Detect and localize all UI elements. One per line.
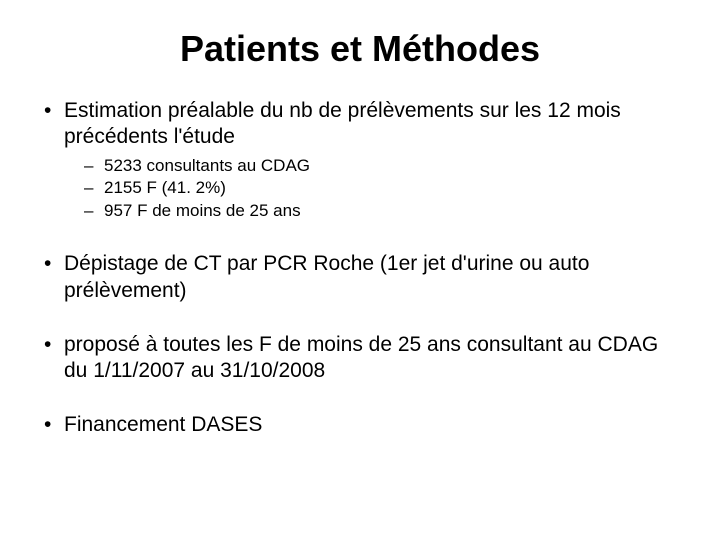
- sub-bullet-item: 2155 F (41. 2%): [84, 177, 680, 200]
- main-bullet-list: Estimation préalable du nb de prélèvemen…: [40, 98, 680, 439]
- bullet-item: Financement DASES: [40, 412, 680, 438]
- slide-title: Patients et Méthodes: [40, 28, 680, 70]
- sub-bullet-list: 5233 consultants au CDAG 2155 F (41. 2%)…: [64, 155, 680, 224]
- sub-bullet-text: 2155 F (41. 2%): [104, 178, 226, 197]
- bullet-item: Estimation préalable du nb de prélèvemen…: [40, 98, 680, 223]
- sub-bullet-item: 957 F de moins de 25 ans: [84, 200, 680, 223]
- bullet-text: Dépistage de CT par PCR Roche (1er jet d…: [64, 252, 589, 301]
- bullet-text: proposé à toutes les F de moins de 25 an…: [64, 333, 658, 382]
- sub-bullet-text: 957 F de moins de 25 ans: [104, 201, 301, 220]
- sub-bullet-text: 5233 consultants au CDAG: [104, 156, 310, 175]
- bullet-item: proposé à toutes les F de moins de 25 an…: [40, 332, 680, 385]
- sub-bullet-item: 5233 consultants au CDAG: [84, 155, 680, 178]
- bullet-text: Estimation préalable du nb de prélèvemen…: [64, 99, 621, 148]
- bullet-text: Financement DASES: [64, 413, 262, 436]
- bullet-item: Dépistage de CT par PCR Roche (1er jet d…: [40, 251, 680, 304]
